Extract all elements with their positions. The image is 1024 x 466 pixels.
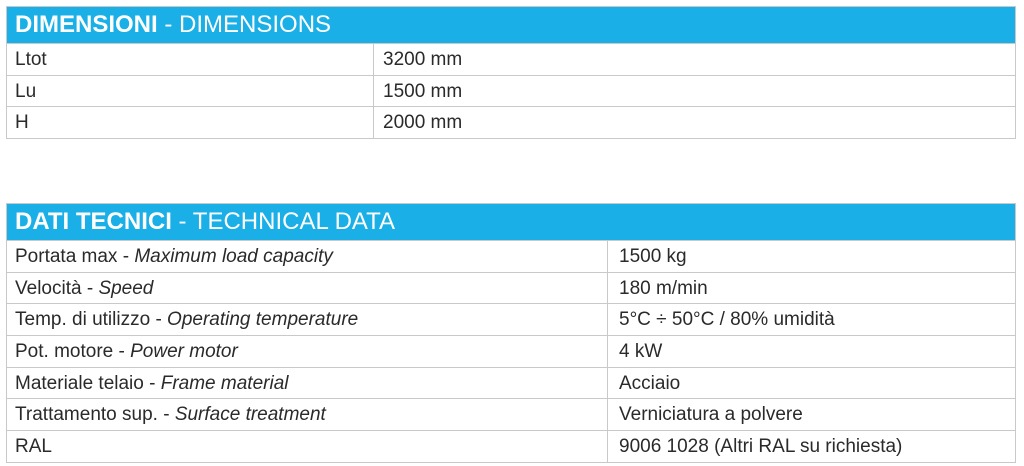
spec-label-it: Velocità - xyxy=(15,277,99,299)
spec-label-it: Temp. di utilizzo - xyxy=(15,309,168,331)
table-row: Velocità - Speed 180 m/min xyxy=(7,271,1015,304)
spec-label-it: RAL xyxy=(15,436,52,458)
dimensions-table-header: DIMENSIONI - DIMENSIONS xyxy=(7,7,1015,43)
dimension-label: Lu xyxy=(7,75,374,106)
table-row: Temp. di utilizzo - Operating temperatur… xyxy=(7,303,1015,336)
spec-label: Materiale telaio - Frame material xyxy=(7,367,608,399)
spec-label-en: Operating temperature xyxy=(167,309,359,331)
technical-title-it: DATI TECNICI xyxy=(15,208,172,235)
spec-value: 1500 kg xyxy=(619,246,687,267)
spec-label-en: Power motor xyxy=(130,341,238,363)
technical-data-table: DATI TECNICI - TECHNICAL DATA Portata ma… xyxy=(6,203,1016,463)
dimension-value: 3200 mm xyxy=(383,49,463,70)
spec-label-en: Surface treatment xyxy=(174,404,326,426)
technical-title-separator: - xyxy=(171,208,193,235)
table-row: Trattamento sup. - Surface treatment Ver… xyxy=(7,398,1015,431)
spec-label: Portata max - Maximum load capacity xyxy=(7,241,608,272)
dimensions-title-en: DIMENSIONS xyxy=(179,11,332,38)
table-row: Portata max - Maximum load capacity 1500… xyxy=(7,240,1015,272)
spec-value: Acciaio xyxy=(619,372,681,394)
technical-title-en: TECHNICAL DATA xyxy=(192,208,396,235)
spec-label: Velocità - Speed xyxy=(7,272,608,304)
spec-label-it: Materiale telaio - xyxy=(15,372,161,394)
spec-value: 180 m/min xyxy=(619,277,708,299)
spec-label: RAL xyxy=(7,431,608,462)
spec-label-it: Pot. motore - xyxy=(15,341,131,363)
dimension-value: 1500 mm xyxy=(383,80,463,102)
spec-label-it: Trattamento sup. - xyxy=(15,404,175,426)
dimensions-title-it: DIMENSIONI xyxy=(15,11,158,38)
spec-value: 5°C ÷ 50°C / 80% umidità xyxy=(619,309,835,331)
spec-label-en: Maximum load capacity xyxy=(134,246,333,267)
dimensions-title-separator: - xyxy=(157,11,180,38)
dimension-label: H xyxy=(7,107,374,138)
spec-label: Temp. di utilizzo - Operating temperatur… xyxy=(7,304,608,336)
spec-value: 4 kW xyxy=(619,341,663,363)
dimensions-table: DIMENSIONI - DIMENSIONS Ltot 3200 mm Lu … xyxy=(6,6,1016,139)
table-row: Materiale telaio - Frame material Acciai… xyxy=(7,366,1015,399)
spec-value: Verniciatura a polvere xyxy=(619,404,803,426)
spec-label: Pot. motore - Power motor xyxy=(7,336,608,367)
spec-value: 9006 1028 (Altri RAL su richiesta) xyxy=(619,436,903,458)
table-row: H 2000 mm xyxy=(7,106,1015,138)
spec-label-it: Portata max - xyxy=(15,246,135,267)
spec-label-en: Frame material xyxy=(160,372,289,394)
table-row: Ltot 3200 mm xyxy=(7,43,1015,75)
table-row: Pot. motore - Power motor 4 kW xyxy=(7,335,1015,367)
technical-data-table-header: DATI TECNICI - TECHNICAL DATA xyxy=(7,204,1015,240)
spec-label-en: Speed xyxy=(98,277,154,299)
spec-label: Trattamento sup. - Surface treatment xyxy=(7,399,608,431)
table-row: RAL 9006 1028 (Altri RAL su richiesta) xyxy=(7,430,1015,462)
dimension-value: 2000 mm xyxy=(383,112,463,133)
dimension-label: Ltot xyxy=(7,44,374,75)
table-row: Lu 1500 mm xyxy=(7,74,1015,106)
